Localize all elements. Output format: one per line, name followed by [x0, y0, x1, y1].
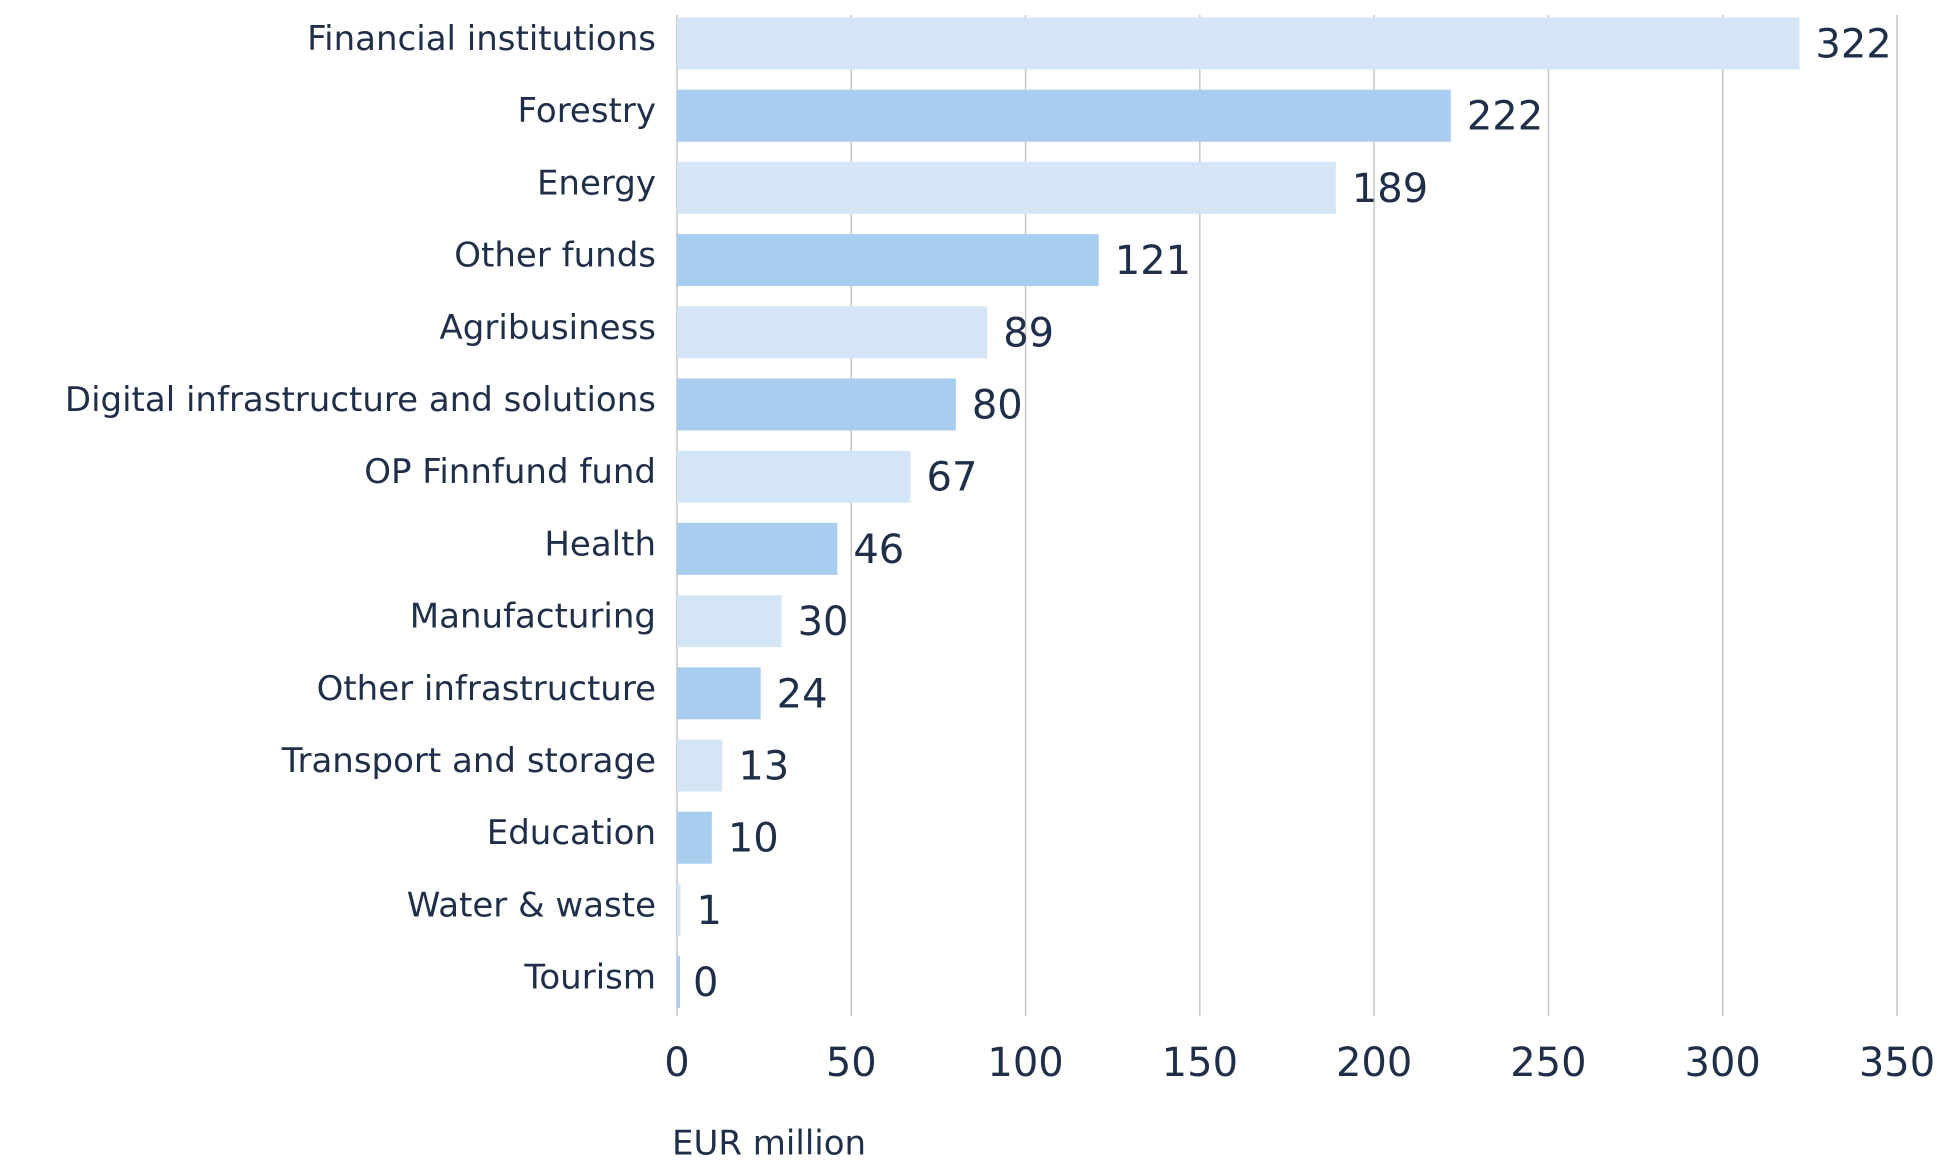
x-tick-label: 0 — [664, 1040, 689, 1086]
bar — [677, 161, 1336, 214]
bar — [677, 450, 911, 503]
y-tick-label: Forestry — [518, 91, 656, 131]
x-tick-label: 50 — [826, 1040, 877, 1086]
y-tick-label: Health — [544, 524, 656, 564]
y-tick-label: Water & waste — [407, 885, 656, 925]
bar — [677, 234, 1099, 287]
y-tick-label: Energy — [537, 163, 656, 203]
bar — [677, 667, 761, 720]
x-tick-label: 300 — [1685, 1040, 1761, 1086]
bar — [677, 595, 782, 648]
bar — [677, 956, 680, 1009]
data-label: 30 — [798, 599, 849, 645]
y-tick-label: Financial institutions — [307, 19, 656, 59]
data-label: 0 — [693, 960, 718, 1006]
data-label: 89 — [1003, 310, 1054, 356]
y-tick-label: Agribusiness — [440, 308, 656, 348]
data-label: 189 — [1352, 166, 1428, 212]
data-label: 222 — [1467, 94, 1543, 140]
y-tick-label: OP Finnfund fund — [364, 452, 656, 492]
x-axis-label: EUR million — [672, 1124, 866, 1161]
y-tick-label: Other funds — [454, 236, 656, 276]
x-tick-label: 150 — [1162, 1040, 1238, 1086]
y-tick-label: Digital infrastructure and solutions — [65, 380, 656, 420]
bar — [677, 306, 988, 359]
bar — [677, 378, 956, 431]
data-label: 10 — [728, 816, 779, 862]
bar — [677, 883, 681, 936]
y-tick-label: Tourism — [523, 958, 656, 998]
x-tick-label: 100 — [987, 1040, 1063, 1086]
y-tick-label: Education — [487, 813, 656, 853]
bar — [677, 811, 712, 864]
data-label: 13 — [738, 744, 789, 790]
x-tick-label: 200 — [1336, 1040, 1412, 1086]
data-label: 67 — [927, 455, 978, 501]
x-tick-label: 350 — [1859, 1040, 1935, 1086]
data-label: 121 — [1115, 238, 1191, 284]
bar — [677, 739, 723, 792]
y-tick-label: Manufacturing — [410, 597, 656, 637]
y-tick-label: Other infrastructure — [317, 669, 656, 709]
data-label: 322 — [1815, 22, 1891, 68]
bar — [677, 17, 1800, 70]
y-tick-label: Transport and storage — [281, 741, 656, 781]
x-tick-label: 250 — [1510, 1040, 1586, 1086]
data-label: 24 — [777, 671, 828, 717]
bar — [677, 522, 838, 575]
data-label: 46 — [853, 527, 904, 573]
bar — [677, 89, 1451, 142]
data-label: 80 — [972, 383, 1023, 429]
data-label: 1 — [696, 888, 721, 934]
